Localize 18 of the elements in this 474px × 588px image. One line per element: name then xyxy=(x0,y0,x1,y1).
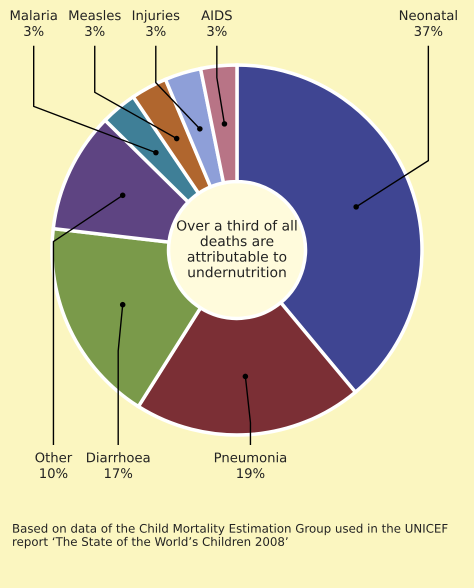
slice-label: Other xyxy=(35,452,72,462)
text: Over a third of all deaths are attributable to undernutrition xyxy=(176,220,296,278)
data-label: 10% xyxy=(40,468,68,478)
slice-label: Diarrhoea xyxy=(87,452,150,462)
slice-label: Measles xyxy=(69,10,121,20)
slice-label: Neonatal xyxy=(400,10,457,20)
data-label: 19% xyxy=(237,468,264,478)
data-label: 17% xyxy=(104,468,132,478)
slice-label: Injuries xyxy=(132,10,180,23)
data-label: 3% xyxy=(146,26,166,36)
slice-label: AIDS xyxy=(201,10,232,20)
data-label: 3% xyxy=(207,26,227,36)
data-label: 3% xyxy=(85,26,104,36)
slice-label: Malaria xyxy=(10,10,57,20)
text: Based on data of the Child Mortality Estimation Group used in the UNICEF report ‘The State of the World’s Children 2008’ xyxy=(13,524,448,548)
data-label: 37% xyxy=(414,26,442,36)
data-label: 3% xyxy=(24,26,44,36)
slice-label: Pneumonia xyxy=(214,452,286,462)
